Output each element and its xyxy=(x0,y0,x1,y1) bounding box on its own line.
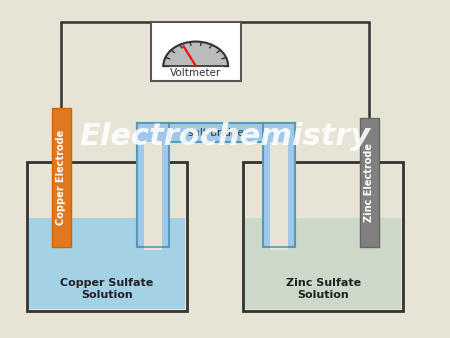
Bar xyxy=(151,22,241,81)
Bar xyxy=(137,123,295,142)
Text: Copper Electrode: Copper Electrode xyxy=(56,130,66,225)
Bar xyxy=(137,123,169,247)
Bar xyxy=(29,218,184,309)
Polygon shape xyxy=(163,42,228,66)
Bar xyxy=(360,118,379,247)
Bar xyxy=(243,162,403,311)
Bar xyxy=(270,142,288,250)
Bar xyxy=(263,123,295,247)
Bar xyxy=(27,162,187,311)
Bar xyxy=(52,108,71,247)
Bar xyxy=(245,218,400,309)
Text: Copper Sulfate
Solution: Copper Sulfate Solution xyxy=(60,278,154,300)
Text: salt bridge: salt bridge xyxy=(188,128,244,138)
Text: Zinc Electrode: Zinc Electrode xyxy=(364,143,374,222)
Bar xyxy=(144,142,162,250)
Text: Voltmeter: Voltmeter xyxy=(170,68,221,78)
Text: Electrochemistry: Electrochemistry xyxy=(80,122,370,151)
Text: Zinc Sulfate
Solution: Zinc Sulfate Solution xyxy=(286,278,360,300)
